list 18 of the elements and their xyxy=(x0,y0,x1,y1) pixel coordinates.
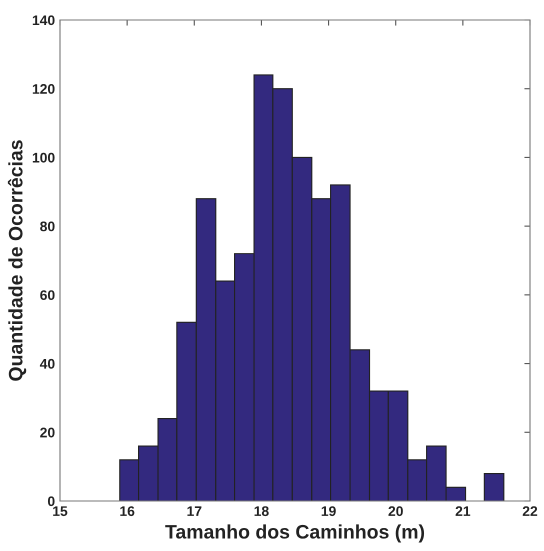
x-tick-label: 21 xyxy=(456,506,470,516)
x-axis-title: Tamanho dos Caminhos (m) xyxy=(165,524,424,542)
x-tick-label: 19 xyxy=(322,506,336,516)
y-tick-label: 0 xyxy=(48,496,55,506)
y-axis-title: Quantidade de Ocorrêcias xyxy=(8,140,26,381)
y-tick-label: 40 xyxy=(40,358,55,369)
x-tick-label: 18 xyxy=(254,506,269,516)
y-tick-label: 140 xyxy=(32,15,55,26)
x-tick-label: 17 xyxy=(187,506,202,516)
x-tick-label: 15 xyxy=(53,506,68,516)
y-tick-label: 100 xyxy=(32,152,55,163)
y-tick-label: 60 xyxy=(40,290,55,300)
y-tick-label: 80 xyxy=(40,221,55,232)
y-tick-label: 120 xyxy=(32,84,55,94)
x-tick-label: 22 xyxy=(522,506,538,516)
x-tick-label: 16 xyxy=(120,506,134,516)
x-tick-label: 20 xyxy=(388,506,403,516)
y-tick-label: 20 xyxy=(40,428,55,438)
